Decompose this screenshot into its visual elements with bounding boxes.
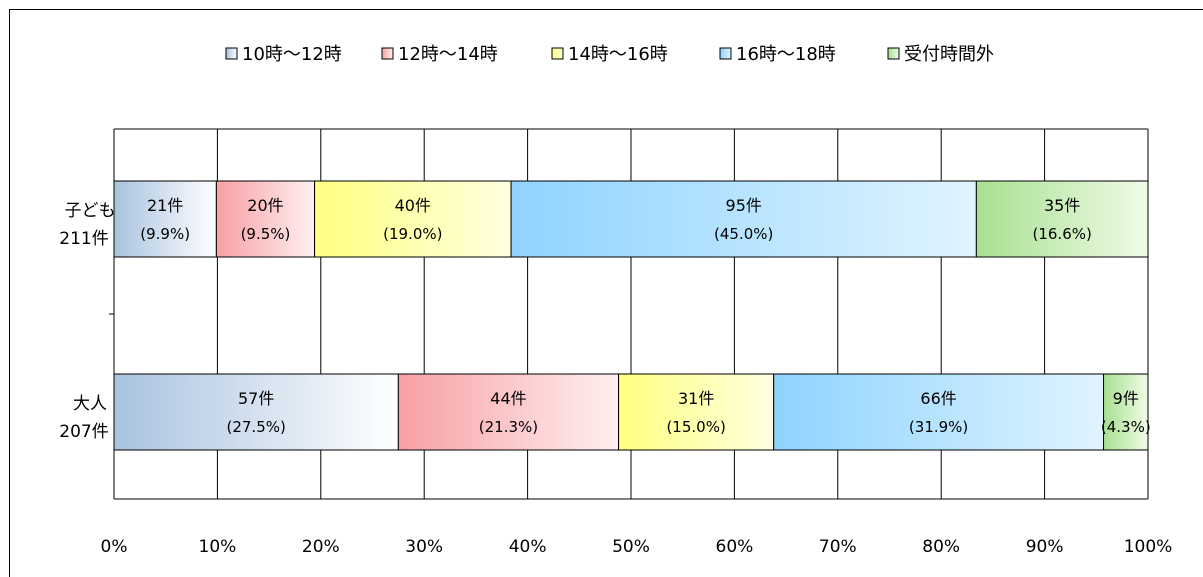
category-label: 大人 — [73, 394, 107, 414]
bar-segment-0-4 — [975, 180, 1149, 258]
data-label-percent: (31.9%) — [909, 418, 968, 436]
legend-swatch — [225, 47, 238, 60]
legend-item: 14時～16時 — [568, 44, 668, 65]
data-label-count: 31件 — [678, 389, 714, 408]
x-tick-label: 0% — [101, 537, 128, 557]
bar-segment-1-1 — [397, 373, 620, 451]
data-label-percent: (16.6%) — [1032, 225, 1091, 243]
data-label-count: 40件 — [395, 196, 431, 215]
labels: 21件 (9.9%) 20件 (9.5%) 40件 (19.0%) 95件 (45.0%) 35… — [59, 196, 1150, 442]
x-tick-label: 100% — [1124, 537, 1173, 557]
data-label-count: 44件 — [490, 389, 526, 408]
x-tick-label: 60% — [716, 537, 754, 557]
data-label-count: 57件 — [238, 389, 274, 408]
bars — [113, 180, 1149, 451]
bar-segment-0-1 — [215, 180, 316, 258]
data-label-count: 20件 — [247, 196, 283, 215]
data-label-count: 35件 — [1044, 196, 1080, 215]
data-label-percent: (4.3%) — [1101, 418, 1151, 436]
x-tick-label: 20% — [302, 537, 340, 557]
x-tick-label: 90% — [1026, 537, 1064, 557]
legend-item: 受付時間外 — [904, 44, 994, 65]
chart-frame — [9, 9, 1203, 577]
category-count-label: 211件 — [59, 229, 108, 249]
bar-segment-0-3 — [510, 180, 977, 258]
legend-swatch — [887, 47, 900, 60]
x-axis: 0% 10% 20% 30% 40% 50% 60% 70% 80% 90% 100% — [101, 537, 1173, 557]
legend: 10時～12時 12時～14時 14時～16時 16時～18時 受付時間外 — [225, 44, 994, 65]
bar-segment-1-2 — [618, 373, 775, 451]
category-label: 子ども — [65, 201, 116, 221]
data-label-count: 9件 — [1113, 389, 1139, 408]
data-label-count: 95件 — [726, 196, 762, 215]
data-label-percent: (9.5%) — [241, 225, 291, 243]
bar-segment-1-4 — [1103, 373, 1149, 451]
data-label-percent: (19.0%) — [383, 225, 442, 243]
data-label-percent: (45.0%) — [714, 225, 773, 243]
category-count-label: 207件 — [59, 422, 108, 442]
data-label-percent: (27.5%) — [226, 418, 285, 436]
data-label-count: 66件 — [920, 389, 956, 408]
legend-item: 16時～18時 — [736, 44, 836, 65]
legend-item: 12時～14時 — [398, 44, 498, 65]
data-label-percent: (21.3%) — [479, 418, 538, 436]
x-tick-label: 70% — [819, 537, 857, 557]
legend-swatch — [719, 47, 732, 60]
legend-swatch — [551, 47, 564, 60]
data-label-percent: (9.9%) — [140, 225, 190, 243]
data-label-percent: (15.0%) — [666, 418, 725, 436]
bar-segment-1-3 — [773, 373, 1105, 451]
legend-swatch — [381, 47, 394, 60]
x-tick-label: 10% — [199, 537, 237, 557]
x-tick-label: 30% — [405, 537, 443, 557]
data-label-count: 21件 — [147, 196, 183, 215]
bar-segment-0-0 — [113, 180, 217, 258]
bar-segment-0-2 — [314, 180, 512, 258]
legend-item: 10時～12時 — [242, 44, 342, 65]
x-tick-label: 80% — [922, 537, 960, 557]
bar-segment-1-0 — [113, 373, 399, 451]
x-tick-label: 40% — [509, 537, 547, 557]
x-tick-label: 50% — [612, 537, 650, 557]
